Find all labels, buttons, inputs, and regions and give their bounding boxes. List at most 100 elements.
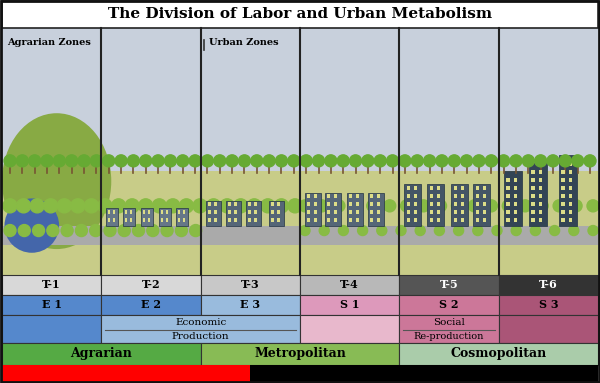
Bar — [125, 210, 127, 214]
Circle shape — [502, 200, 514, 212]
Circle shape — [32, 224, 44, 237]
Bar — [454, 193, 457, 198]
Circle shape — [125, 199, 139, 213]
Bar — [461, 193, 464, 198]
Bar — [161, 210, 163, 214]
Circle shape — [497, 155, 509, 167]
Circle shape — [485, 155, 497, 167]
Bar — [461, 218, 464, 222]
Bar — [307, 210, 310, 214]
Text: T-1: T-1 — [43, 280, 61, 290]
Circle shape — [536, 200, 548, 212]
Bar — [200, 275, 300, 295]
Text: Metropolitan: Metropolitan — [254, 347, 346, 360]
Circle shape — [226, 155, 238, 167]
Circle shape — [61, 224, 73, 237]
Bar — [108, 210, 110, 214]
Bar — [101, 295, 200, 315]
Text: Urban Zones: Urban Zones — [209, 38, 278, 47]
Bar — [314, 210, 317, 214]
Bar — [314, 193, 317, 198]
Text: S 3: S 3 — [539, 300, 558, 311]
Circle shape — [261, 199, 275, 213]
Bar — [514, 210, 517, 214]
Bar — [539, 218, 542, 222]
Bar — [407, 210, 410, 214]
Bar — [228, 201, 230, 206]
Ellipse shape — [4, 198, 59, 253]
Circle shape — [115, 155, 127, 167]
Bar — [300, 295, 400, 315]
Bar — [2, 365, 250, 383]
Circle shape — [274, 199, 289, 213]
Bar — [142, 208, 154, 226]
Bar — [562, 162, 565, 165]
Bar — [437, 186, 440, 190]
Circle shape — [434, 200, 446, 212]
Text: Cosmopolitan: Cosmopolitan — [451, 347, 547, 360]
Bar — [506, 178, 509, 182]
Bar — [214, 201, 217, 206]
Circle shape — [396, 226, 406, 236]
Bar — [532, 178, 535, 182]
Bar — [161, 218, 163, 222]
Circle shape — [461, 155, 473, 167]
Bar — [113, 210, 115, 214]
Text: T-4: T-4 — [340, 280, 359, 290]
Circle shape — [570, 200, 582, 212]
Circle shape — [485, 200, 497, 212]
Bar — [430, 193, 433, 198]
Circle shape — [519, 200, 531, 212]
Circle shape — [553, 200, 565, 212]
Bar — [454, 218, 457, 222]
Bar — [476, 186, 479, 190]
Bar — [461, 201, 464, 206]
Bar — [254, 210, 257, 214]
Text: Agrarian: Agrarian — [70, 347, 132, 360]
Bar — [271, 218, 274, 222]
Bar — [437, 201, 440, 206]
Bar — [325, 193, 341, 226]
Bar — [562, 218, 565, 222]
Bar — [499, 315, 598, 343]
Bar — [349, 201, 352, 206]
Bar — [539, 170, 542, 173]
Circle shape — [4, 224, 16, 237]
Circle shape — [44, 199, 58, 213]
Circle shape — [193, 199, 207, 213]
Circle shape — [189, 155, 201, 167]
Bar — [499, 275, 598, 295]
Bar — [178, 210, 180, 214]
Circle shape — [127, 155, 139, 167]
Bar — [539, 178, 542, 182]
Bar — [562, 178, 565, 182]
Bar — [271, 201, 274, 206]
Bar — [506, 218, 509, 222]
Ellipse shape — [2, 113, 111, 249]
Bar — [562, 186, 565, 190]
Bar — [234, 218, 236, 222]
Bar — [277, 201, 280, 206]
Circle shape — [263, 155, 275, 167]
Bar — [356, 210, 359, 214]
Bar — [539, 186, 542, 190]
Bar — [208, 210, 211, 214]
Bar — [328, 193, 330, 198]
Bar — [370, 218, 373, 222]
Circle shape — [147, 224, 159, 237]
Circle shape — [98, 199, 112, 213]
Bar — [208, 201, 211, 206]
Bar — [482, 193, 486, 198]
Bar — [532, 170, 535, 173]
Bar — [160, 208, 172, 226]
Bar — [562, 193, 565, 198]
Bar — [430, 186, 433, 190]
Circle shape — [418, 200, 430, 212]
Circle shape — [510, 155, 522, 167]
Circle shape — [358, 226, 368, 236]
Bar — [200, 343, 400, 365]
Bar — [248, 218, 251, 222]
Bar — [473, 183, 490, 226]
Bar — [437, 193, 440, 198]
Circle shape — [179, 199, 193, 213]
